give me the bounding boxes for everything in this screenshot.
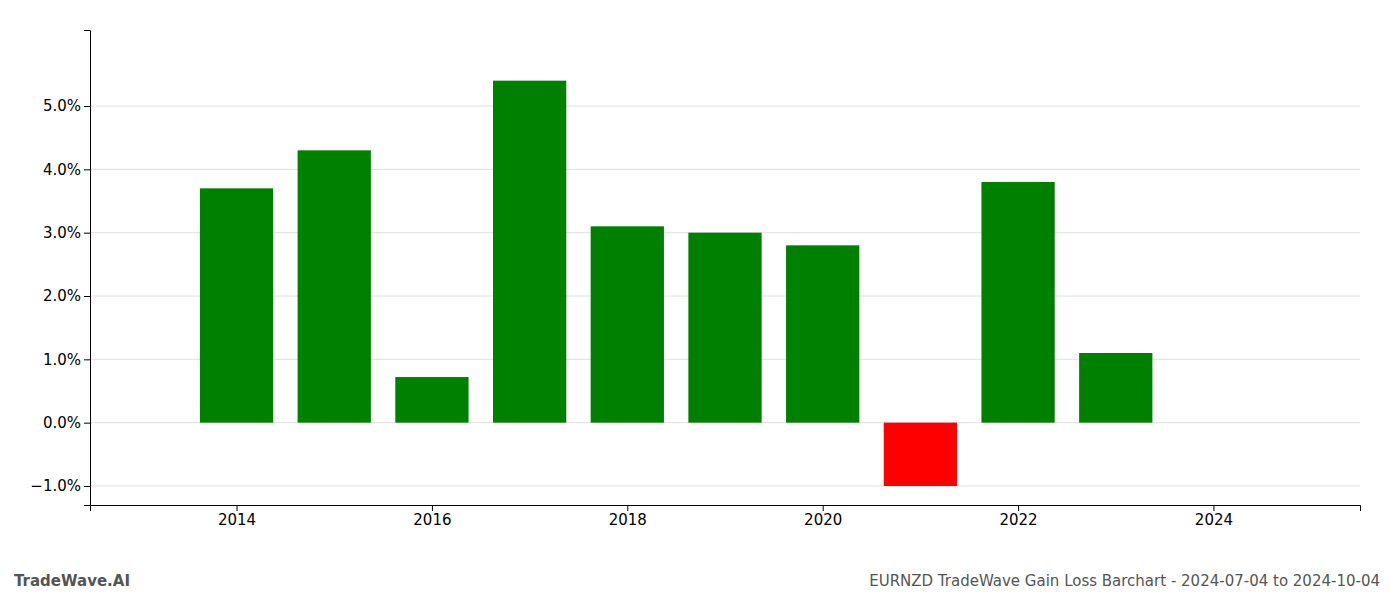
bar (1079, 353, 1152, 423)
y-tick-label: 2.0% (43, 287, 81, 305)
bar (981, 182, 1054, 423)
x-tick-label: 2014 (218, 511, 256, 529)
x-tick-label: 2020 (804, 511, 842, 529)
x-tick: 2016 (413, 505, 451, 529)
y-tick-label: 0.0% (43, 414, 81, 432)
y-axis-line (84, 31, 91, 506)
grid (90, 106, 1360, 486)
y-tick-mark (84, 486, 90, 487)
y-tick-mark (84, 169, 90, 170)
bar (395, 377, 468, 423)
x-tick: 2018 (609, 505, 647, 529)
y-tick-label: 3.0% (43, 224, 81, 242)
y-axis: −1.0% 0.0% 1.0% 2.0% 3.0% 4.0% 5.0% (30, 31, 90, 506)
y-tick: 1.0% (43, 351, 90, 369)
y-tick-label: 5.0% (43, 97, 81, 115)
x-tick: 2024 (1195, 505, 1233, 529)
watermark: TradeWave.AI (14, 572, 130, 590)
y-tick: −1.0% (30, 477, 90, 495)
y-tick-mark (84, 296, 90, 297)
bars (200, 81, 1153, 486)
y-tick-mark (84, 106, 90, 107)
y-tick: 5.0% (43, 97, 90, 115)
y-tick-label: 4.0% (43, 161, 81, 179)
x-axis: 2014 2016 2018 2020 2022 2024 (91, 505, 1361, 529)
title: EURNZD TradeWave Gain Loss Barchart - 20… (869, 572, 1380, 590)
y-tick-mark (84, 423, 90, 424)
x-tick: 2020 (804, 505, 842, 529)
y-tick-label: 1.0% (43, 351, 81, 369)
x-tick: 2022 (999, 505, 1037, 529)
bar (884, 423, 957, 486)
y-tick: 2.0% (43, 287, 90, 305)
y-tick-label: −1.0% (30, 477, 81, 495)
x-tick-label: 2024 (1195, 511, 1233, 529)
bar (200, 188, 273, 422)
grid-line (90, 486, 1360, 487)
bar (591, 226, 664, 422)
bar (493, 81, 566, 423)
y-tick: 4.0% (43, 161, 90, 179)
bar (298, 150, 371, 422)
y-tick: 0.0% (43, 414, 90, 432)
x-tick: 2014 (218, 505, 256, 529)
y-tick-mark (84, 359, 90, 360)
x-tick-label: 2022 (999, 511, 1037, 529)
x-tick-label: 2018 (609, 511, 647, 529)
x-axis-line (91, 506, 1361, 512)
chart-svg: 2014 2016 2018 2020 2022 2024 −1.0% 0.0% 1.0% 2.0… (0, 0, 1400, 600)
grid-line (90, 106, 1360, 107)
bar (688, 233, 761, 423)
y-tick-mark (84, 233, 90, 234)
bar (786, 245, 859, 422)
grid-line (90, 169, 1360, 170)
chart-container: 2014 2016 2018 2020 2022 2024 −1.0% 0.0% 1.0% 2.0… (0, 0, 1400, 600)
x-tick-label: 2016 (413, 511, 451, 529)
y-tick: 3.0% (43, 224, 90, 242)
